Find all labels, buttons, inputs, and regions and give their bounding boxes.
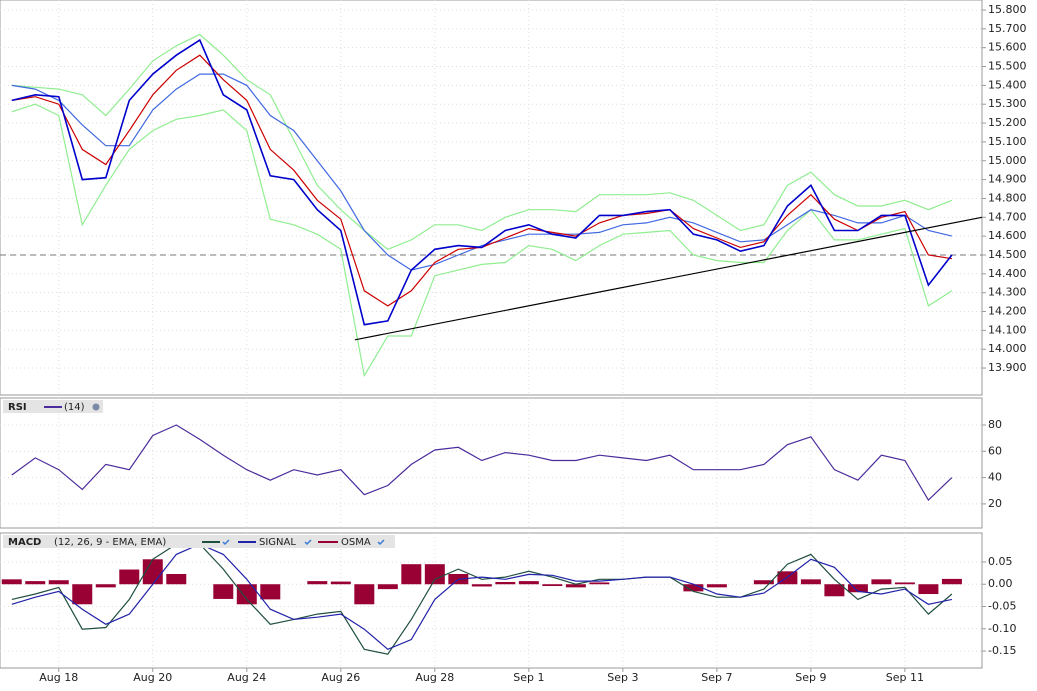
macd-header: MACD (12, 26, 9 - EMA, EMA) SIGNAL OSMA [3,535,395,548]
histogram-bar [424,564,445,585]
histogram-bar [354,584,375,605]
header-box [3,535,395,548]
rsi-header: RSI (14) [3,400,103,413]
x-tick-label: Aug 28 [415,671,454,684]
y-tick-label: 15.700 [988,22,1027,35]
y-tick-label: 14.400 [988,267,1027,280]
legend-check[interactable] [304,539,312,546]
x-tick-label: Aug 26 [321,671,360,684]
y-tick-label: 15.800 [988,3,1027,16]
x-tick-label: Aug 24 [227,671,266,684]
y-tick-label: 0.05 [988,555,1013,568]
series-line [11,424,953,501]
histogram-bar [753,580,774,585]
histogram-bar [918,584,939,595]
panel-frame [0,397,983,529]
histogram-bar [236,584,257,605]
histogram-bar [95,584,116,588]
rsi-parameters: (14) [64,402,85,413]
x-tick-label: Sep 3 [607,671,638,684]
y-tick-label: 20 [988,497,1002,510]
histogram-bar [518,581,539,585]
y-tick-label: 15.500 [988,60,1027,73]
series-line [11,33,953,250]
histogram-bar [25,581,46,585]
histogram-bar [542,584,563,587]
y-tick-label: 14.300 [988,286,1027,299]
y-tick-label: -0.10 [988,622,1016,635]
y-tick-label: 40 [988,471,1002,484]
histogram-bar [706,584,727,588]
series-line [11,103,953,378]
panel-frame [0,532,983,669]
histogram-bar [800,579,821,585]
histogram-bar [119,569,140,585]
x-tick-label: Sep 1 [513,671,544,684]
legend-check[interactable] [222,539,230,546]
histogram-bar [307,581,328,585]
histogram-bar [824,584,845,597]
macd-title: MACD [8,537,41,548]
y-tick-label: 14.900 [988,173,1027,186]
legend-label: OSMA [341,537,371,548]
histogram-bar [1,579,22,585]
histogram-bar [683,584,704,592]
y-tick-label: 80 [988,418,1002,431]
x-tick-label: Aug 18 [39,671,78,684]
rsi-title: RSI [8,402,27,413]
x-tick-label: Aug 20 [133,671,172,684]
histogram-bar [495,582,516,585]
x-tick-label: Sep 11 [886,671,924,684]
histogram-bar [377,584,398,590]
histogram-bar [941,578,962,585]
trendline [354,216,983,341]
panel-frame [0,0,983,396]
histogram-bar [565,584,586,588]
series-line [11,543,953,650]
y-tick-label: 15.100 [988,135,1027,148]
y-tick-label: 15.200 [988,116,1027,129]
legend-label: SIGNAL [259,537,296,548]
histogram-bar [330,581,351,585]
x-tick-label: Sep 9 [795,671,826,684]
y-tick-label: 14.200 [988,305,1027,318]
y-tick-label: -0.05 [988,600,1016,613]
settings-icon[interactable] [92,403,100,411]
series-line [11,73,953,271]
histogram-bar [894,582,915,585]
histogram-bar [48,580,69,585]
y-tick-label: 15.300 [988,97,1027,110]
legend-check[interactable] [377,539,385,546]
histogram-bar [401,564,422,585]
y-tick-label: 14.800 [988,191,1027,204]
y-tick-label: 14.600 [988,229,1027,242]
histogram-bar [471,584,492,587]
y-tick-label: -0.15 [988,644,1016,657]
x-tick-label: Sep 7 [701,671,732,684]
y-tick-label: 60 [988,444,1002,457]
macd-parameters: (12, 26, 9 - EMA, EMA) [54,537,166,548]
histogram-bar [213,584,234,599]
histogram-bar [72,584,93,605]
histogram-bar [166,573,187,585]
y-tick-label: 13.900 [988,361,1027,374]
histogram-bar [260,584,281,600]
series-line [11,38,953,326]
y-tick-label: 14.700 [988,210,1027,223]
y-tick-label: 14.000 [988,342,1027,355]
y-tick-label: 15.600 [988,41,1027,54]
histogram-bar [847,584,868,593]
y-tick-label: 15.400 [988,78,1027,91]
y-tick-label: 14.100 [988,323,1027,336]
y-tick-label: 0.00 [988,577,1013,590]
series-line [11,543,953,655]
y-tick-label: 14.500 [988,248,1027,261]
histogram-bar [589,582,610,585]
histogram-bar [871,579,892,585]
y-tick-label: 15.000 [988,154,1027,167]
